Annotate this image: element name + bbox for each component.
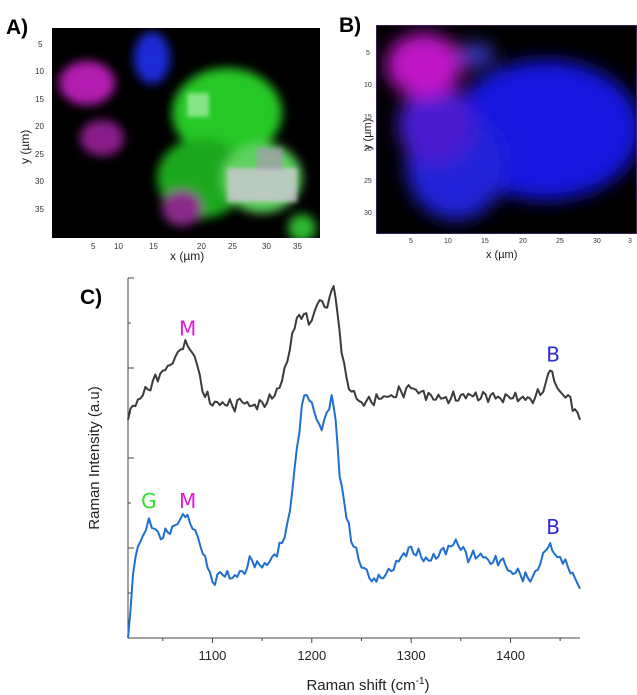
peak-label-g: G xyxy=(141,489,157,513)
ytick: 20 xyxy=(364,146,372,153)
spectrum-series-1 xyxy=(127,285,581,421)
raman-map-a-image xyxy=(52,28,320,238)
ytick: 15 xyxy=(35,95,44,104)
raman-map-b xyxy=(376,25,637,234)
panel-b-label: B) xyxy=(339,14,362,37)
ytick: 10 xyxy=(364,82,372,89)
spectrum-series-2 xyxy=(127,394,581,639)
xtick: 20 xyxy=(519,238,527,245)
panel-a-xlabel: x (µm) xyxy=(170,249,205,263)
raman-map-b-image xyxy=(376,25,637,234)
xtick: 30 xyxy=(593,238,601,245)
xtick: 15 xyxy=(149,242,158,251)
peak-label-b: B xyxy=(546,515,560,539)
peak-label-m: M xyxy=(179,489,196,513)
xtick: 30 xyxy=(262,242,271,251)
panel-a-label: A) xyxy=(6,16,29,39)
xtick: 35 xyxy=(293,242,302,251)
ytick: 30 xyxy=(35,177,44,186)
ytick: 20 xyxy=(35,122,44,131)
y-axis-title: Raman Intensity (a.u) xyxy=(86,386,103,529)
xtick: 3 xyxy=(628,238,632,245)
peak-label-b: B xyxy=(546,343,560,367)
xtick: 15 xyxy=(481,238,489,245)
raman-map-a xyxy=(52,28,320,238)
panel-b-xlabel: x (µm) xyxy=(486,249,518,261)
xtick: 5 xyxy=(409,238,413,245)
ytick: 25 xyxy=(35,150,44,159)
x-tick-label: 1200 xyxy=(297,648,326,663)
x-axis-title-suffix: ) xyxy=(425,677,430,694)
xtick: 10 xyxy=(114,242,123,251)
x-tick-label: 1300 xyxy=(397,648,426,663)
x-tick-label: 1100 xyxy=(198,648,226,663)
x-axis-title-sup: -1 xyxy=(416,676,425,687)
ytick: 30 xyxy=(364,210,372,217)
panel-c-label: C) xyxy=(80,286,103,309)
ytick: 5 xyxy=(38,40,43,49)
xtick: 25 xyxy=(556,238,564,245)
x-tick-label: 1400 xyxy=(496,648,525,663)
ytick: 25 xyxy=(364,178,372,185)
ytick: 5 xyxy=(366,50,370,57)
xtick: 20 xyxy=(197,242,206,251)
xtick: 10 xyxy=(444,238,452,245)
xtick: 25 xyxy=(228,242,237,251)
xtick: 5 xyxy=(91,242,96,251)
ytick: 10 xyxy=(35,67,44,76)
ytick: 35 xyxy=(35,205,44,214)
ytick: 15 xyxy=(364,114,372,121)
peak-label-m: M xyxy=(179,316,196,340)
x-axis-title: Raman shift (cm-1) xyxy=(306,676,429,694)
